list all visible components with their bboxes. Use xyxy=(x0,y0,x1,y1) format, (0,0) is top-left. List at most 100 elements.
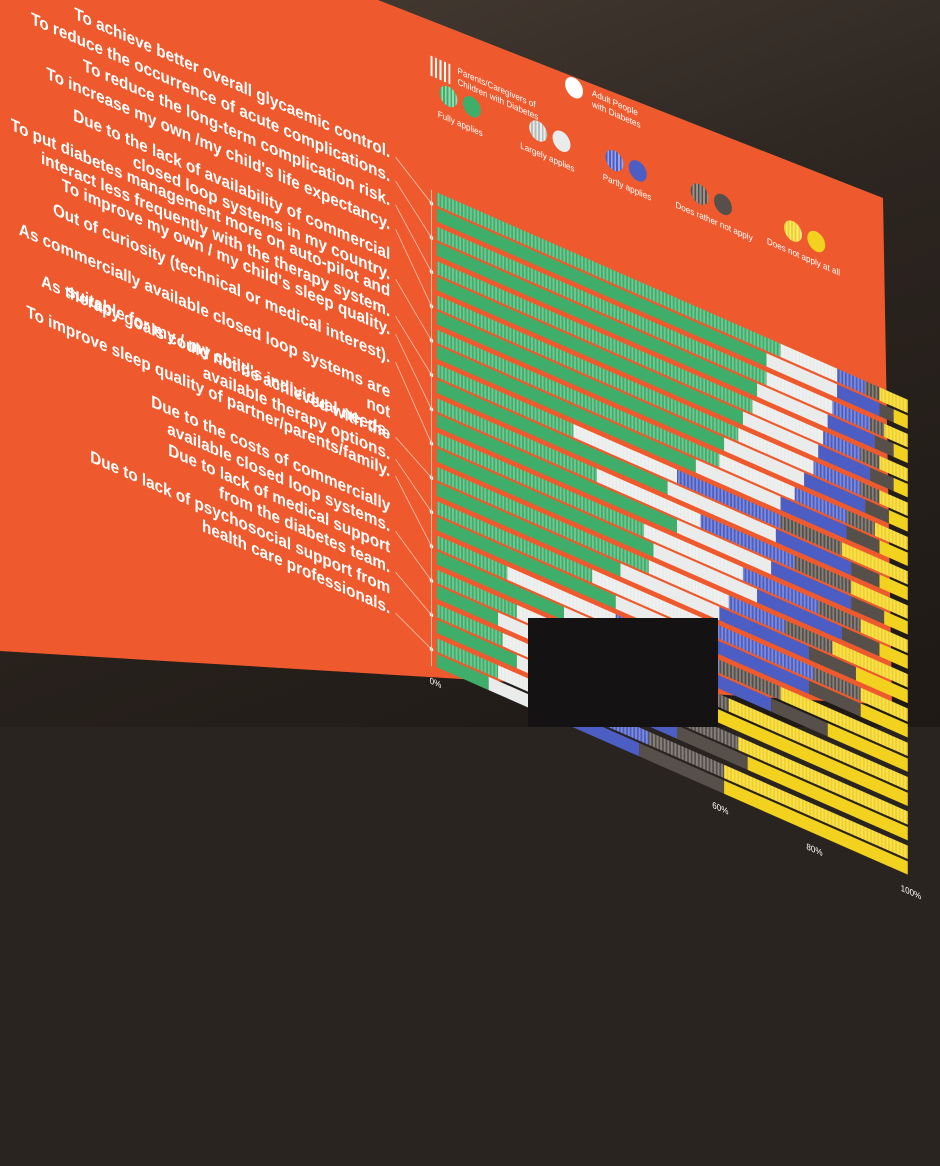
bar-segment-does-not-apply-at-all xyxy=(855,667,908,704)
label-connector xyxy=(395,476,432,547)
bar-segment-stripes xyxy=(436,535,508,580)
label-connector xyxy=(395,315,432,375)
label-connector xyxy=(395,571,432,616)
label-connector xyxy=(395,180,432,238)
bar-segment-fully-applies xyxy=(436,482,621,577)
bar-segment-fully-applies xyxy=(436,551,564,621)
bar-segment-stripes xyxy=(832,640,908,688)
bar-segment-does-rather-not-apply xyxy=(865,499,889,524)
bar-segment-stripes xyxy=(780,515,842,556)
bar-segment-stripes xyxy=(436,295,739,442)
bar-segment-stripes xyxy=(436,226,767,386)
bar-segment-stripes xyxy=(870,417,885,437)
bar-segment-stripes xyxy=(837,368,866,395)
bar-segment-stripes xyxy=(436,569,517,619)
bar-segment-largely-applies xyxy=(667,481,776,543)
bar-segment-stripes xyxy=(832,400,871,431)
bar-segment-stripes xyxy=(818,600,861,633)
bar-segment-stripes xyxy=(573,424,678,483)
label-connector xyxy=(395,436,432,479)
bar-segment-does-not-apply-at-all xyxy=(879,540,908,566)
bar-segment-partly-applies xyxy=(775,528,852,576)
bar-segment-stripes xyxy=(592,569,706,633)
bar-segment-stripes xyxy=(822,431,861,461)
bar-segment-partly-applies xyxy=(714,639,809,694)
bar-segment-partly-applies xyxy=(804,472,866,513)
bar-segment-stripes xyxy=(644,523,743,581)
bar-segment-fully-applies xyxy=(436,516,616,609)
bar-segment-stripes xyxy=(851,580,908,619)
bar-segment-stripes xyxy=(719,453,795,501)
bar-segment-stripes xyxy=(728,595,786,634)
bar-segment-stripes xyxy=(705,619,814,681)
bar-segment-stripes xyxy=(436,638,499,679)
bar-segment-does-not-apply-at-all xyxy=(893,477,908,498)
bar-segment-stripes xyxy=(879,490,908,516)
label-connector xyxy=(395,334,432,410)
bar-segment-largely-applies xyxy=(695,459,781,510)
bar-segment-fully-applies xyxy=(436,413,678,533)
bar-segment-does-rather-not-apply xyxy=(808,646,856,681)
label-connector xyxy=(395,612,432,650)
bar-segment-does-rather-not-apply xyxy=(846,525,880,554)
bar-segment-stripes xyxy=(865,381,880,401)
bar-segment-fully-applies xyxy=(436,345,696,473)
bar-segment-stripes xyxy=(846,509,875,536)
x-tick-label: 100% xyxy=(900,882,922,902)
bar-segment-does-rather-not-apply xyxy=(851,562,880,588)
bar-segment-partly-applies xyxy=(757,589,842,640)
label-connectors xyxy=(395,156,434,667)
label-connector xyxy=(395,229,432,307)
bar-segment-stripes xyxy=(841,542,908,585)
bar-segment-stripes xyxy=(813,666,861,702)
bar-segment-largely-applies xyxy=(742,411,819,458)
bar-segment-fully-applies xyxy=(436,653,489,691)
label-connector xyxy=(395,362,432,444)
bar-segment-does-rather-not-apply xyxy=(851,596,885,625)
bar-segment-does-not-apply-at-all xyxy=(893,443,908,464)
bar-segment-does-not-apply-at-all xyxy=(879,574,908,601)
bar-segment-partly-applies xyxy=(780,496,847,539)
bar-segment-largely-applies xyxy=(677,519,772,575)
bar-segment-does-rather-not-apply xyxy=(879,402,894,423)
bar-segment-fully-applies xyxy=(436,585,499,626)
bar-segment-stripes xyxy=(436,192,781,358)
bar-segment-stripes xyxy=(436,363,574,438)
bar-segment-does-not-apply-at-all xyxy=(879,643,908,669)
bar-segment-partly-applies xyxy=(719,606,809,660)
bar-segment-does-not-apply-at-all xyxy=(884,610,908,635)
lectern xyxy=(528,618,718,727)
bar-segment-stripes xyxy=(436,260,753,414)
bar-segment-stripes xyxy=(860,447,880,470)
bar-segment-stripes xyxy=(436,603,503,647)
bar-segment-stripes xyxy=(860,619,908,654)
label-connector xyxy=(395,279,432,341)
bar-segment-does-rather-not-apply xyxy=(841,626,880,657)
bar-segment-stripes xyxy=(794,555,852,594)
label-connector xyxy=(395,205,432,273)
bar-segment-stripes xyxy=(648,560,729,609)
bar-segment-fully-applies xyxy=(436,448,654,557)
bar-segment-stripes xyxy=(794,487,847,524)
bar-segment-fully-applies xyxy=(436,379,668,495)
bar-segment-partly-applies xyxy=(837,384,880,417)
bar-segment-stripes xyxy=(879,455,908,482)
bar-segment-partly-applies xyxy=(771,561,852,610)
bar-segment-fully-applies xyxy=(436,208,767,367)
bar-segment-stripes xyxy=(860,481,880,504)
bar-segment-fully-applies xyxy=(436,242,758,397)
bar-segment-fully-applies xyxy=(436,276,743,425)
bar-segment-stripes xyxy=(874,522,908,551)
bar-segment-stripes xyxy=(860,687,908,722)
bar-segment-stripes xyxy=(596,468,701,528)
bar-segment-does-rather-not-apply xyxy=(808,680,861,717)
bar-segment-largely-applies xyxy=(766,353,838,398)
bar-segment-stripes xyxy=(700,514,795,570)
bar-segment-stripes xyxy=(436,501,593,583)
bar-segment-fully-applies xyxy=(436,619,517,669)
label-connector xyxy=(395,156,432,204)
bar-segment-stripes xyxy=(766,371,833,415)
bar-segment-does-not-apply-at-all xyxy=(888,510,908,532)
bar-segment-partly-applies xyxy=(818,444,871,481)
bar-segment-does-rather-not-apply xyxy=(874,435,894,457)
